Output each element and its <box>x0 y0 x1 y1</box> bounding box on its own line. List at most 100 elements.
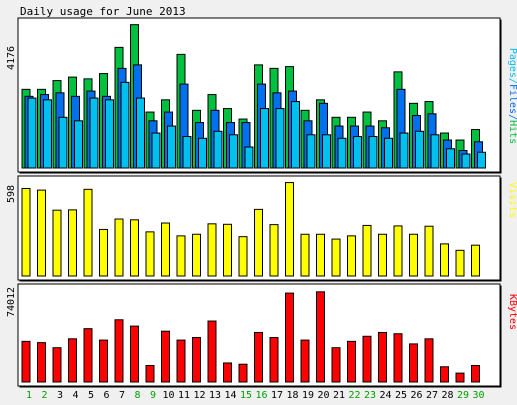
kbytes-bar <box>114 319 124 383</box>
chart-bars <box>21 24 486 383</box>
kbytes-bar <box>130 325 139 383</box>
kbytes-bar <box>300 339 310 383</box>
kbytes-bar <box>440 366 449 383</box>
visits-bar <box>161 222 170 277</box>
visits-bar <box>52 209 62 277</box>
visits-bar <box>176 235 186 277</box>
pages-bar <box>337 137 347 169</box>
kbytes-bar <box>331 347 341 383</box>
day-label: 12 <box>193 390 205 401</box>
pages-bar <box>322 134 331 169</box>
pages-bar <box>399 132 409 169</box>
day-label: 19 <box>302 390 314 401</box>
chart-title: Daily usage for June 2013 <box>20 5 186 18</box>
pages-bar <box>415 130 424 169</box>
visits-bar <box>83 188 93 277</box>
day-label: 6 <box>103 390 109 401</box>
pages-bar <box>260 108 269 169</box>
pages-bar <box>368 136 378 169</box>
pages-bar <box>213 130 223 169</box>
visits-bar <box>114 218 124 277</box>
day-label: 24 <box>379 390 391 401</box>
visits-bar <box>300 233 310 277</box>
visits-bar <box>238 236 248 277</box>
day-label: 8 <box>134 390 140 401</box>
visits-bar <box>455 249 465 277</box>
kbytes-panel-legend: KBytes <box>507 294 517 330</box>
kbytes-bar <box>161 330 170 383</box>
day-label: 27 <box>426 390 438 401</box>
day-label: 25 <box>395 390 407 401</box>
day-label: 29 <box>457 390 469 401</box>
visits-bar <box>409 233 418 277</box>
visits-bar <box>21 188 31 277</box>
day-label: 4 <box>72 390 78 401</box>
pages-bar <box>291 101 300 169</box>
day-label: 14 <box>224 390 236 401</box>
kbytes-bar <box>471 364 480 383</box>
legend-hits: Hits <box>507 120 517 144</box>
visits-bar <box>347 235 356 277</box>
legend-files: Files <box>507 84 517 114</box>
day-label: 18 <box>286 390 298 401</box>
day-label: 13 <box>209 390 221 401</box>
pages-bar <box>477 151 486 169</box>
day-label: 5 <box>88 390 94 401</box>
visits-panel-max-label: 598 <box>6 185 17 203</box>
kbytes-bar <box>285 292 294 383</box>
day-label: 30 <box>472 390 484 401</box>
legend-separator: / <box>507 78 517 84</box>
pages-bar <box>275 108 285 169</box>
visits-bar <box>192 233 201 277</box>
visits-bar <box>207 223 217 277</box>
day-label: 1 <box>26 390 32 401</box>
kbytes-bar <box>83 328 93 383</box>
visits-bar <box>331 238 341 277</box>
kbytes-bar <box>362 335 372 383</box>
visits-bar <box>316 233 325 277</box>
kbytes-bar <box>68 338 77 383</box>
visits-panel-legend: Visits <box>507 182 517 218</box>
visits-bar <box>471 244 480 277</box>
kbytes-bar <box>316 291 325 383</box>
pages-bar <box>43 99 52 169</box>
visits-bar <box>254 208 263 277</box>
pages-bar <box>384 137 393 169</box>
visits-bar <box>99 228 108 277</box>
kbytes-bar <box>409 343 418 383</box>
pages-bar <box>151 132 161 169</box>
pages-bar <box>74 120 83 169</box>
kbytes-bar <box>21 340 31 383</box>
day-label: 11 <box>178 390 190 401</box>
pages-bar <box>58 116 68 169</box>
visits-bar <box>145 231 155 277</box>
pages-bar <box>306 134 316 169</box>
legend-pages: Pages <box>507 48 517 78</box>
day-label: 9 <box>150 390 156 401</box>
pages-bar <box>120 81 130 169</box>
pages-bar <box>353 136 362 169</box>
day-label: 22 <box>348 390 360 401</box>
visits-bar <box>393 225 403 277</box>
kbytes-bar <box>269 337 279 383</box>
kbytes-bar <box>238 363 248 383</box>
day-label: 2 <box>41 390 47 401</box>
visits-bar <box>362 224 372 277</box>
day-label: 3 <box>57 390 63 401</box>
visits-bar <box>269 224 279 277</box>
hits-panel-max-label: 4176 <box>6 46 17 70</box>
pages-bar <box>244 146 254 169</box>
day-label: 16 <box>255 390 267 401</box>
day-label: 20 <box>317 390 329 401</box>
pages-bar <box>446 148 455 169</box>
kbytes-bar <box>254 331 263 383</box>
kbytes-bar <box>37 342 46 383</box>
pages-bar <box>461 153 471 169</box>
kbytes-bar <box>145 364 155 383</box>
pages-bar <box>136 97 145 169</box>
visits-bar <box>440 243 449 277</box>
visits-bar <box>424 225 434 277</box>
pages-bar <box>430 134 440 169</box>
kbytes-bar <box>176 339 186 383</box>
